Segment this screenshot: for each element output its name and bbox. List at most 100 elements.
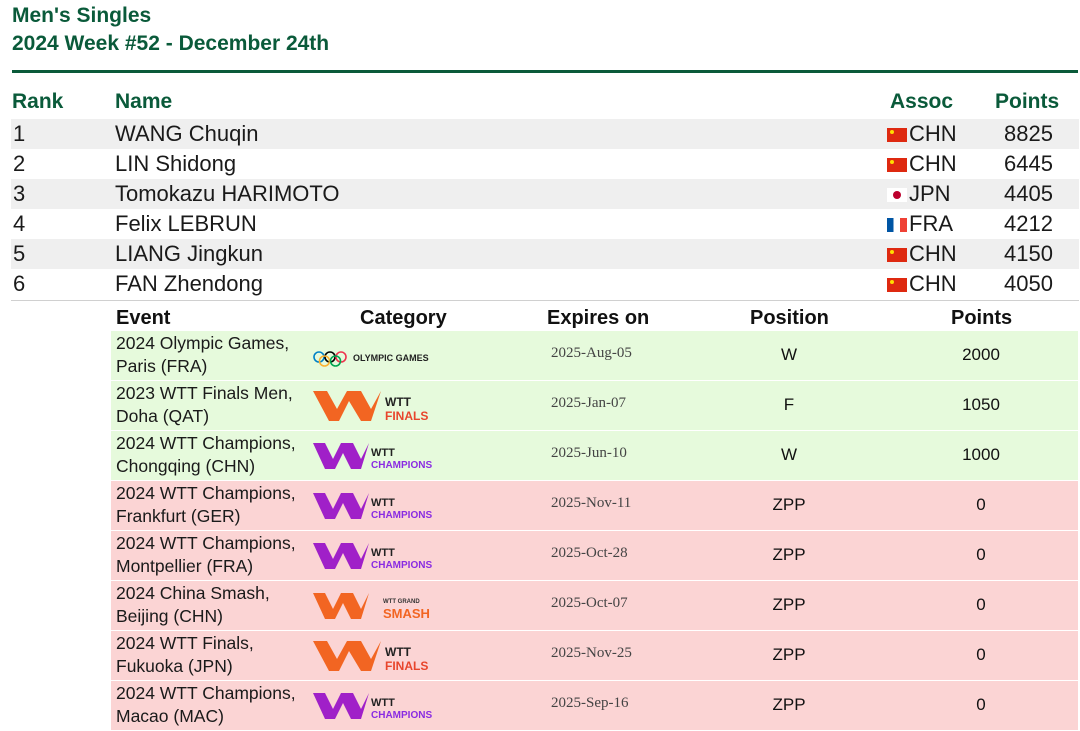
svg-text:WTT: WTT (371, 497, 395, 509)
rank-cell: 5 (13, 241, 26, 266)
svg-text:WTT: WTT (385, 395, 412, 409)
svg-text:SMASH: SMASH (383, 606, 430, 621)
position-cell: F (783, 395, 795, 414)
cn-flag-icon (887, 128, 907, 143)
title-line-1: Men's Singles (12, 4, 152, 27)
event-name: 2024 China Smash, Beijing (CHN) (116, 583, 270, 626)
position-cell: W (780, 345, 798, 364)
event-points-cell: 0 (976, 645, 986, 664)
event-col-header-category: Category (360, 307, 447, 329)
svg-text:OLYMPIC GAMES: OLYMPIC GAMES (353, 353, 429, 363)
event-col-header-expires: Expires on (547, 307, 650, 329)
cn-flag-icon (887, 248, 907, 263)
expanded-row-divider (11, 300, 1079, 301)
col-header-rank: Rank (12, 90, 64, 113)
svg-text:CHAMPIONS: CHAMPIONS (371, 460, 432, 471)
position-cell: ZPP (772, 545, 806, 564)
points-cell: 4150 (1004, 241, 1053, 266)
svg-text:FINALS: FINALS (385, 659, 428, 673)
title-line-2: 2024 Week #52 - December 24th (12, 32, 330, 55)
expires-cell: 2025-Nov-25 (551, 645, 632, 661)
points-cell: 6445 (1004, 151, 1053, 176)
event-row[interactable]: 2023 WTT Finals Men, Doha (QAT) WTT FINAL… (111, 381, 1078, 431)
ranking-row[interactable]: 5 LIANG Jingkun CHN 4150 (11, 239, 1079, 269)
wtt-champions-logo: WTT CHAMPIONS (313, 493, 432, 521)
event-name: 2024 Olympic Games, Paris (FRA) (116, 333, 290, 376)
assoc-cell: CHN (909, 271, 957, 296)
col-header-points: Points (995, 90, 1060, 113)
expires-cell: 2025-Sep-16 (551, 695, 629, 711)
olympic-games-logo: OLYMPIC GAMES (313, 351, 429, 367)
rank-cell: 1 (13, 121, 26, 146)
assoc-cell: CHN (909, 151, 957, 176)
points-cell: 4050 (1004, 271, 1053, 296)
event-points-cell: 0 (976, 595, 986, 614)
event-name: 2024 WTT Champions, Chongqing (CHN) (116, 433, 296, 476)
svg-text:FINALS: FINALS (385, 409, 428, 423)
rank-cell: 4 (13, 211, 26, 236)
expires-cell: 2025-Jun-10 (551, 445, 627, 461)
event-row[interactable]: 2024 WTT Champions, Chongqing (CHN) WTT C… (111, 431, 1078, 481)
points-cell: 4212 (1004, 211, 1053, 236)
event-col-header-position: Position (750, 307, 829, 329)
position-cell: ZPP (772, 595, 806, 614)
expires-cell: 2025-Nov-11 (551, 495, 632, 511)
ranking-row[interactable]: 6 FAN Zhendong CHN 4050 (11, 269, 1079, 299)
svg-text:WTT GRAND: WTT GRAND (383, 599, 420, 605)
wtt-grand-smash-logo: WTT GRAND SMASH (313, 593, 430, 621)
ranking-row[interactable]: 2 LIN Shidong CHN 6445 (11, 149, 1079, 179)
svg-text:CHAMPIONS: CHAMPIONS (371, 710, 432, 721)
cn-flag-icon (887, 158, 907, 173)
player-name[interactable]: LIN Shidong (115, 151, 237, 176)
event-name: 2024 WTT Champions, Frankfurt (GER) (116, 483, 296, 526)
assoc-cell: CHN (909, 241, 957, 266)
expires-cell: 2025-Aug-05 (551, 345, 632, 361)
event-row[interactable]: 2024 Olympic Games, Paris (FRA) OLYMPIC G… (111, 331, 1078, 381)
event-points-cell: 1000 (962, 445, 1000, 464)
player-name[interactable]: Tomokazu HARIMOTO (115, 181, 340, 206)
rank-cell: 6 (13, 271, 26, 296)
rank-cell: 2 (13, 151, 26, 176)
event-row[interactable]: 2024 WTT Champions, Macao (MAC) WTT CHAMP… (111, 681, 1078, 731)
ranking-row[interactable]: 1 WANG Chuqin CHN 8825 (11, 119, 1079, 149)
points-cell: 4405 (1004, 181, 1053, 206)
col-header-name: Name (115, 90, 173, 113)
page-title: Men's Singles 2024 Week #52 - December 2… (12, 2, 329, 58)
player-name[interactable]: FAN Zhendong (115, 271, 263, 296)
assoc-cell: CHN (909, 121, 957, 146)
position-cell: ZPP (772, 645, 806, 664)
rank-cell: 3 (13, 181, 26, 206)
ranking-row[interactable]: 4 Felix LEBRUN FRA 4212 (11, 209, 1079, 239)
svg-text:WTT: WTT (371, 447, 395, 459)
event-points-cell: 0 (976, 495, 986, 514)
expires-cell: 2025-Oct-28 (551, 545, 628, 561)
event-name: 2023 WTT Finals Men, Doha (QAT) (116, 383, 293, 426)
expires-cell: 2025-Oct-07 (551, 595, 628, 611)
ranking-row[interactable]: 3 Tomokazu HARIMOTO JPN 4405 (11, 179, 1079, 209)
event-row[interactable]: 2024 WTT Finals, Fukuoka (JPN) WTT FINALS… (111, 631, 1078, 681)
wtt-champions-logo: WTT CHAMPIONS (313, 693, 432, 721)
player-name[interactable]: WANG Chuqin (115, 121, 259, 146)
event-row[interactable]: 2024 WTT Champions, Montpellier (FRA) WTT… (111, 531, 1078, 581)
header-divider (12, 70, 1078, 73)
event-points-cell: 1050 (962, 395, 1000, 414)
event-name: 2024 WTT Finals, Fukuoka (JPN) (116, 633, 254, 676)
event-name: 2024 WTT Champions, Montpellier (FRA) (116, 533, 296, 576)
event-points-cell: 0 (976, 695, 986, 714)
points-cell: 8825 (1004, 121, 1053, 146)
player-name[interactable]: LIANG Jingkun (115, 241, 263, 266)
event-name: 2024 WTT Champions, Macao (MAC) (116, 683, 296, 726)
event-points-cell: 0 (976, 545, 986, 564)
event-row[interactable]: 2024 China Smash, Beijing (CHN) WTT GRAND… (111, 581, 1078, 631)
svg-text:CHAMPIONS: CHAMPIONS (371, 560, 432, 571)
fr-flag-icon (887, 218, 907, 233)
assoc-cell: JPN (909, 181, 951, 206)
assoc-cell: FRA (909, 211, 953, 236)
player-name[interactable]: Felix LEBRUN (115, 211, 257, 236)
wtt-finals-logo: WTT FINALS (313, 391, 428, 423)
event-row[interactable]: 2024 WTT Champions, Frankfurt (GER) WTT C… (111, 481, 1078, 531)
cn-flag-icon (887, 278, 907, 293)
position-cell: W (780, 445, 798, 464)
svg-text:CHAMPIONS: CHAMPIONS (371, 510, 432, 521)
jp-flag-icon (887, 188, 907, 203)
